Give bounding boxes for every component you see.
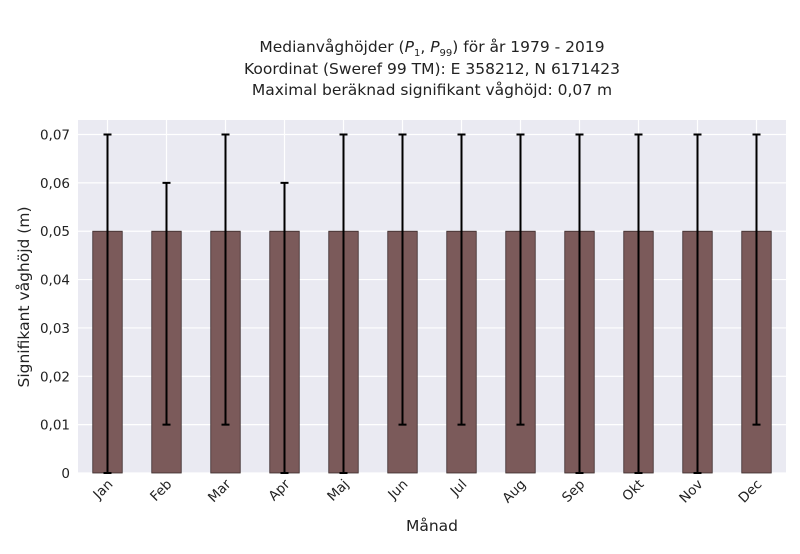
chart-title: Medianvåghöjder (P1, P99) för år 1979 - … <box>244 38 620 99</box>
x-tick-label-mar: Mar <box>205 476 235 506</box>
error-bar-dec <box>752 133 761 426</box>
y-tick-label: 0 <box>61 466 70 482</box>
plot-area <box>78 120 786 473</box>
y-tick-label: 0,05 <box>40 224 70 240</box>
x-tick-label-aug: Aug <box>499 477 529 507</box>
error-bar-okt <box>634 133 643 474</box>
y-tick-label: 0,02 <box>40 369 70 385</box>
x-tick-label-jun: Jun <box>384 477 411 504</box>
y-axis-label: Signifikant våghöjd (m) <box>15 207 33 388</box>
y-tick-label: 0,07 <box>40 128 70 144</box>
error-bar-feb <box>162 181 171 426</box>
error-bar-maj <box>339 133 348 474</box>
x-tick-label-okt: Okt <box>619 477 647 505</box>
error-bar-nov <box>693 133 702 474</box>
x-axis-ticks: Jan Feb Mar Apr Maj Jun Jul Aug Sep Okt Nov Dec <box>90 476 766 506</box>
error-bar-mar <box>221 133 230 426</box>
error-bar-aug <box>516 133 525 426</box>
error-bar-apr <box>280 181 289 474</box>
chart-title-line-2: Koordinat (Sweref 99 TM): E 358212, N 61… <box>244 60 620 78</box>
x-tick-label-sep: Sep <box>559 477 588 506</box>
chart-title-line-1: Medianvåghöjder (P1, P99) för år 1979 - … <box>259 38 604 59</box>
error-bar-jun <box>398 133 407 426</box>
chart-title-line-3: Maximal beräknad signifikant våghöjd: 0,… <box>252 81 612 99</box>
x-tick-label-maj: Maj <box>324 477 352 505</box>
y-tick-label: 0,06 <box>40 176 70 192</box>
x-tick-label-apr: Apr <box>265 476 293 504</box>
x-axis-label: Månad <box>406 517 458 535</box>
error-bar-jul <box>457 133 466 426</box>
error-bars <box>103 133 761 474</box>
y-tick-label: 0,01 <box>40 418 70 434</box>
error-bar-jan <box>103 133 112 474</box>
y-tick-label: 0,03 <box>40 321 70 337</box>
error-bar-sep <box>575 133 584 474</box>
x-tick-label-jul: Jul <box>447 477 471 501</box>
x-tick-label-feb: Feb <box>147 477 175 505</box>
x-tick-label-dec: Dec <box>736 477 766 507</box>
x-tick-label-nov: Nov <box>676 477 706 507</box>
y-tick-label: 0,04 <box>40 273 70 289</box>
y-axis-ticks: 0 0,01 0,02 0,03 0,04 0,05 0,06 0,07 <box>40 128 70 482</box>
x-tick-label-jan: Jan <box>90 477 117 504</box>
